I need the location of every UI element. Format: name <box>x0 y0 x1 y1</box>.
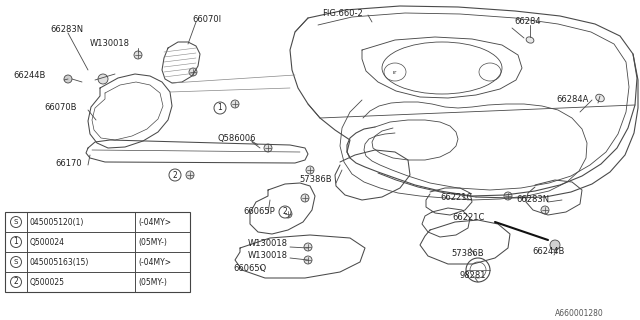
Circle shape <box>10 217 22 228</box>
Text: A660001280: A660001280 <box>555 308 604 317</box>
Circle shape <box>169 169 181 181</box>
Text: 66070B: 66070B <box>44 102 77 111</box>
Text: 66221C: 66221C <box>452 213 484 222</box>
Circle shape <box>306 166 314 174</box>
Text: (05MY-): (05MY-) <box>138 277 167 286</box>
Text: 66221C: 66221C <box>440 194 472 203</box>
Circle shape <box>231 100 239 108</box>
Text: Q500024: Q500024 <box>30 237 65 246</box>
Circle shape <box>134 51 142 59</box>
Circle shape <box>541 206 549 214</box>
Text: 2: 2 <box>13 277 19 286</box>
Text: 66070I: 66070I <box>192 15 221 25</box>
Text: 66284: 66284 <box>514 18 541 27</box>
Text: (05MY-): (05MY-) <box>138 237 167 246</box>
Text: W130018: W130018 <box>90 39 130 49</box>
Text: 2: 2 <box>173 171 177 180</box>
Text: 2: 2 <box>283 207 287 217</box>
Text: S: S <box>14 219 18 225</box>
Circle shape <box>214 102 226 114</box>
Circle shape <box>189 68 197 76</box>
Text: 045005163(15): 045005163(15) <box>30 258 90 267</box>
Text: FIG.660-2: FIG.660-2 <box>322 9 363 18</box>
Text: 57386B: 57386B <box>299 175 332 185</box>
Circle shape <box>550 240 560 250</box>
Text: 66244B: 66244B <box>532 247 564 257</box>
Circle shape <box>301 194 309 202</box>
Text: 1: 1 <box>13 237 19 246</box>
Text: W130018: W130018 <box>248 239 288 249</box>
Text: 98281: 98281 <box>460 270 486 279</box>
Text: Q500025: Q500025 <box>30 277 65 286</box>
Ellipse shape <box>526 37 534 43</box>
Text: 1: 1 <box>218 103 222 113</box>
Circle shape <box>98 74 108 84</box>
Text: S: S <box>14 259 18 265</box>
Text: 57386B: 57386B <box>451 249 484 258</box>
Circle shape <box>10 236 22 247</box>
Text: 66065P: 66065P <box>243 206 275 215</box>
Circle shape <box>264 144 272 152</box>
Text: 66284A: 66284A <box>556 95 588 105</box>
Circle shape <box>504 192 512 200</box>
Text: rr: rr <box>393 69 397 75</box>
Circle shape <box>186 171 194 179</box>
Text: 66283N: 66283N <box>50 25 83 34</box>
Text: 66065Q: 66065Q <box>233 263 266 273</box>
Text: (-04MY>: (-04MY> <box>138 218 171 227</box>
Circle shape <box>304 243 312 251</box>
Text: 045005120(1): 045005120(1) <box>30 218 84 227</box>
Circle shape <box>279 206 291 218</box>
Bar <box>5 212 190 292</box>
Circle shape <box>304 256 312 264</box>
Text: Q586006: Q586006 <box>218 134 257 143</box>
Circle shape <box>10 257 22 268</box>
Circle shape <box>284 210 292 218</box>
Text: 66283N: 66283N <box>516 196 549 204</box>
Circle shape <box>64 75 72 83</box>
Text: W130018: W130018 <box>248 252 288 260</box>
Circle shape <box>10 276 22 287</box>
Text: 66244B: 66244B <box>13 71 45 81</box>
Text: 66170: 66170 <box>55 158 82 167</box>
Text: (-04MY>: (-04MY> <box>138 258 171 267</box>
Ellipse shape <box>596 94 604 102</box>
